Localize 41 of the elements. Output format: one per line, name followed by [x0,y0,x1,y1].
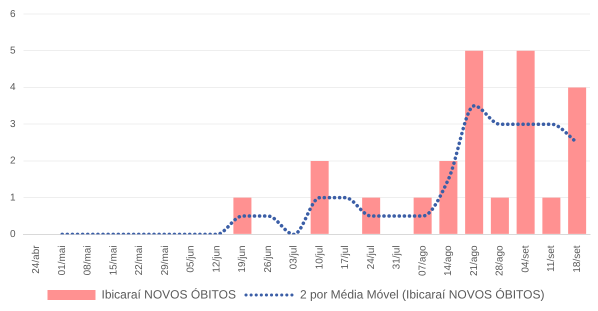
bar [414,198,432,234]
x-tick-label: 22/mai [134,245,146,276]
x-tick-label: 05/jun [186,245,197,273]
y-tick-label: 5 [10,45,16,56]
x-tick-label: 11/set [546,245,558,272]
x-tick-label: 12/jun [211,245,222,273]
x-tick-label: 19/jun [237,245,248,273]
bar [439,160,458,234]
bar [310,160,329,234]
x-tick-label: 04/set [520,245,532,273]
x-tick-label: 08/mai [82,245,94,276]
y-tick-label: 0 [10,229,16,240]
x-tick-label: 31/jul [392,245,403,270]
x-tick-label: 14/ago [443,244,454,276]
y-tick-label: 3 [10,118,16,130]
x-tick-label: 21/ago [468,244,480,276]
x-tick-label: 10/jul [314,245,326,270]
x-tick-label: 03/jul [288,245,300,270]
x-tick-label: 26/jun [262,245,274,273]
x-tick-label: 17/jul [340,245,352,270]
x-tick-label: 07/ago [417,244,428,276]
bar [542,198,560,234]
x-tick-label: 24/jul [366,245,377,270]
legend-label: Ibicaraí NOVOS ÓBITOS [101,287,236,302]
x-tick-label: 28/ago [494,244,506,276]
x-tick-label: 29/mai [160,245,171,276]
y-tick-label: 4 [10,82,16,94]
y-tick-label: 6 [10,8,16,20]
x-tick-label: 01/mai [56,245,68,276]
legend-label: 2 por Média Móvel (Ibicaraí NOVOS ÓBITOS) [300,287,545,302]
bar [362,198,380,234]
y-tick-label: 2 [10,156,16,167]
x-tick-label: 15/mai [108,245,120,276]
bar [516,50,535,234]
x-tick-label: 24/abr [31,244,42,274]
y-tick-label: 1 [10,192,16,204]
bar [490,198,509,234]
bar [465,50,484,234]
bar [233,198,252,234]
x-tick-label: 18/set [572,245,583,273]
bar [568,87,586,234]
